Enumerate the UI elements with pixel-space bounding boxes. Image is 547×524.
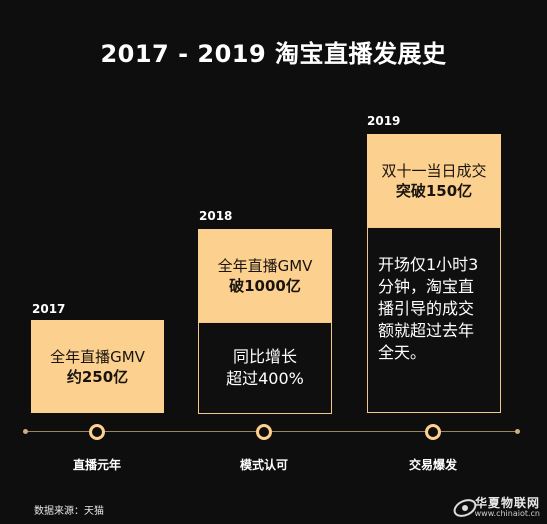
year-label-2017: 2017 — [32, 302, 66, 316]
watermark: 华夏物联网 www.chinaiot.cn — [452, 492, 544, 522]
detail-line: 全天。 — [378, 343, 427, 362]
detail-line: 额就超过去年 — [378, 321, 475, 340]
timeline-start-dot — [23, 429, 28, 434]
highlight-line1: 双十一当日成交 — [381, 162, 487, 180]
detail-line: 开场仅1小时3 — [378, 255, 479, 274]
detail-line: 超过400% — [226, 369, 304, 388]
highlight-line2: 破1000亿 — [229, 277, 301, 295]
detail-box-2018: 同比增长 超过400% — [198, 322, 332, 414]
phase-label-2018: 模式认可 — [239, 458, 288, 472]
chart-title: 2017 - 2019 淘宝直播发展史 — [100, 40, 447, 68]
detail-box-2019: 开场仅1小时3 分钟，淘宝直 播引导的成交 额就超过去年 全天。 — [367, 227, 501, 413]
highlight-box-2019: 双十一当日成交 突破150亿 — [367, 134, 501, 228]
highlight-line1: 全年直播GMV — [50, 347, 145, 366]
detail-line: 分钟，淘宝直 — [378, 277, 475, 296]
watermark-url: www.chinaiot.cn — [474, 509, 540, 518]
phase-label-2017: 直播元年 — [72, 458, 121, 472]
watermark-name: 华夏物联网 — [474, 496, 540, 510]
detail-line: 同比增长 — [232, 347, 297, 366]
timeline-node-2017 — [89, 424, 105, 440]
watermark-logo-icon — [453, 499, 477, 517]
year-label-2018: 2018 — [199, 209, 233, 223]
detail-line: 播引导的成交 — [378, 299, 475, 318]
highlight-box-2017: 全年直播GMV 约250亿 — [31, 320, 164, 413]
data-source-note: 数据来源：天猫 — [34, 506, 104, 517]
timeline-end-dot — [515, 429, 520, 434]
highlight-line1: 全年直播GMV — [217, 257, 313, 275]
timeline-node-2018 — [256, 424, 272, 440]
highlight-line2: 约250亿 — [66, 367, 129, 386]
highlight-box-2018: 全年直播GMV 破1000亿 — [198, 229, 332, 323]
phase-label-2019: 交易爆发 — [408, 458, 457, 472]
highlight-line2: 突破150亿 — [395, 182, 473, 200]
timeline-node-2019 — [425, 424, 441, 440]
year-label-2019: 2019 — [367, 114, 401, 128]
